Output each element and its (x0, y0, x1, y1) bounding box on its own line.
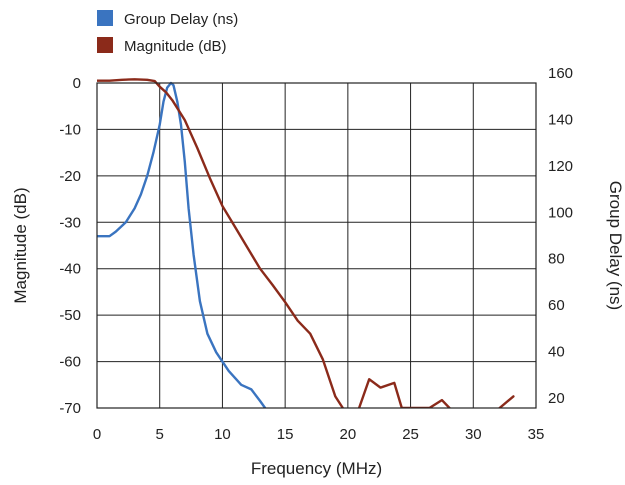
y-left-tick-label: -20 (59, 168, 81, 185)
y-left-tick-label: -30 (59, 214, 81, 231)
y-left-tick-label: -50 (59, 307, 81, 324)
x-axis-title: Frequency (MHz) (251, 459, 382, 478)
y-right-tick-label: 160 (548, 65, 573, 82)
y-left-tick-label: -60 (59, 354, 81, 371)
y-left-tick-label: -10 (59, 121, 81, 138)
tick-labels: 0 5 10 15 20 25 30 35 0 -10 -20 -30 -40 -50 -60 -70 160 1… (59, 65, 573, 443)
x-tick-label: 30 (465, 426, 482, 443)
x-tick-label: 25 (402, 426, 419, 443)
x-tick-label: 35 (528, 426, 545, 443)
y-axis-left-title: Magnitude (dB) (11, 187, 30, 303)
y-right-tick-label: 120 (548, 158, 573, 175)
x-tick-label: 10 (214, 426, 231, 443)
y-axis-right-title: Group Delay (ns) (606, 181, 625, 310)
y-left-tick-label: 0 (73, 75, 81, 92)
series-lines (97, 78, 515, 408)
legend-swatch (97, 37, 113, 53)
y-right-tick-label: 60 (548, 297, 565, 314)
plot-frame (96, 82, 537, 409)
y-right-tick-label: 100 (548, 204, 573, 221)
grid (97, 83, 536, 408)
series-line-group-delay (97, 81, 267, 408)
x-tick-label: 20 (340, 426, 357, 443)
legend-label: Group Delay (ns) (124, 11, 238, 28)
y-right-tick-label: 80 (548, 251, 565, 268)
y-right-tick-label: 20 (548, 390, 565, 407)
series-line-magnitude (357, 378, 451, 408)
legend-label: Magnitude (dB) (124, 38, 227, 55)
x-tick-label: 0 (93, 426, 101, 443)
y-left-tick-label: -40 (59, 261, 81, 278)
y-right-tick-label: 40 (548, 344, 565, 361)
legend: Group Delay (ns) Magnitude (dB) (97, 10, 238, 55)
series-line-magnitude (498, 395, 515, 408)
x-tick-label: 5 (156, 426, 164, 443)
y-left-tick-label: -70 (59, 400, 81, 417)
legend-swatch (97, 10, 113, 26)
y-right-tick-label: 140 (548, 111, 573, 128)
x-tick-label: 15 (277, 426, 294, 443)
series-line-magnitude (97, 78, 344, 408)
